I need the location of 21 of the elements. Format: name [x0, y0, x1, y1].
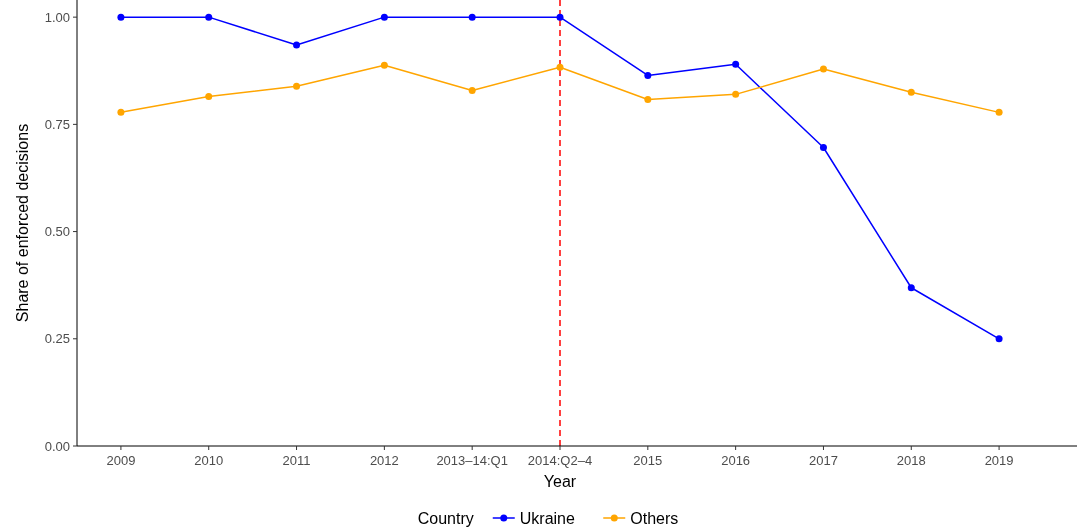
x-tick-label: 2017 [808, 453, 838, 468]
legend-label: Ukraine [519, 509, 575, 527]
y-tick-label: 0.75 [44, 116, 70, 132]
y-axis-title: Share of enforced decisions [14, 123, 31, 323]
y-tick-label: 0.50 [44, 224, 70, 240]
x-tick-label: 2015 [633, 453, 663, 468]
x-tick-label: 2009 [106, 453, 136, 468]
legend-title: Country [417, 509, 474, 527]
x-tick-label: 2013–14:Q1 [436, 453, 508, 468]
x-tick-label: 2011 [282, 453, 311, 468]
legend-label: Others [630, 509, 679, 527]
x-tick-label: 2010 [194, 453, 224, 468]
y-tick-label: 0.00 [44, 438, 70, 454]
x-axis-title: Year [543, 473, 577, 490]
x-tick-label: 2012 [369, 453, 399, 468]
x-tick-label: 2019 [984, 453, 1014, 468]
x-tick-label: 2016 [721, 453, 751, 468]
y-tick-label: 0.25 [44, 331, 70, 347]
x-tick-label: 2014:Q2–4 [527, 453, 593, 468]
x-tick-label: 2018 [896, 453, 926, 468]
y-tick-label: 1.00 [44, 9, 70, 25]
